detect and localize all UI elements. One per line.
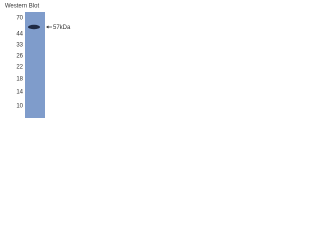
- marker-label: 44: [16, 32, 23, 38]
- marker-labels: 70 44 33 26 22 18 14 10: [16, 16, 23, 110]
- marker-label: 70: [16, 16, 23, 22]
- gel-lane: [25, 12, 45, 118]
- band: [28, 24, 40, 30]
- title: Western Blot: [5, 4, 40, 10]
- arrow-head: [46, 25, 49, 29]
- marker-label: 18: [16, 77, 23, 83]
- marker-label: 14: [16, 90, 23, 96]
- band-label: 57kDa: [53, 25, 71, 31]
- marker-label: 33: [16, 43, 23, 49]
- marker-label: 10: [16, 104, 23, 110]
- marker-label: 26: [16, 54, 23, 60]
- blot-figure: Western Blot 57kDa 70 44 33 26 22 18 14 10: [5, 4, 71, 118]
- marker-label: 22: [16, 65, 23, 71]
